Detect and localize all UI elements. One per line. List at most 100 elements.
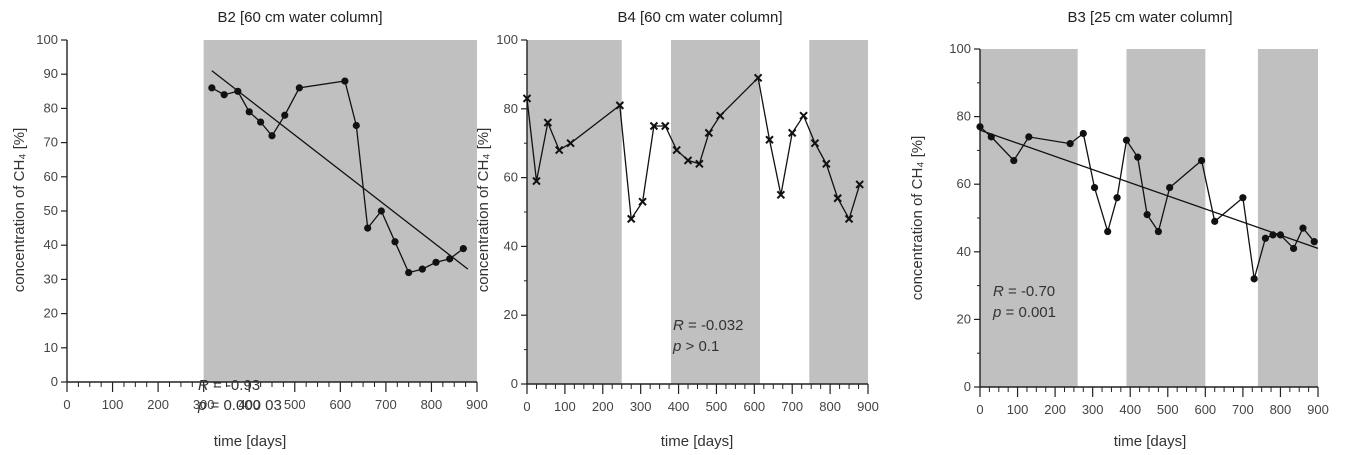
data-point-stroke (626, 214, 636, 224)
correlation-r-annotation: R = -0.032 (673, 317, 743, 334)
chart-panel-b4: B4 [60 cm water column] 0 20 40 60 80 100 0 100… (475, 9, 879, 450)
x-tick-label: 200 (1044, 402, 1066, 417)
trend-line (211, 70, 469, 270)
y-tick-label: 80 (504, 101, 518, 116)
data-point (1090, 183, 1099, 192)
data-point (234, 87, 242, 95)
data-point (1211, 217, 1219, 225)
chart-panel-b2: B2 [60 cm water column] 0 10 20 30 40 50 60 70 8… (11, 9, 488, 450)
x-tick-label: 600 (329, 397, 351, 412)
data-point-stroke (661, 121, 670, 131)
data-point (683, 156, 693, 165)
data-point-stroke (522, 94, 532, 103)
data-point (649, 121, 659, 131)
annotation-value: = -0.70 (1004, 283, 1055, 300)
data-point (391, 238, 399, 246)
data-point (245, 108, 253, 116)
x-tick-label: 900 (1307, 402, 1329, 417)
data-point-stroke (810, 138, 820, 148)
x-tick-label: 400 (668, 399, 690, 414)
data-point (833, 194, 842, 203)
annotation-value: = 0.001 (1001, 304, 1056, 321)
x-tick-label: 800 (1270, 402, 1292, 417)
annotation-value: = -0.032 (684, 317, 744, 334)
data-point (822, 159, 831, 169)
data-point (432, 258, 440, 266)
data-point (638, 197, 647, 206)
data-point (788, 128, 797, 138)
x-axis-label: time [days] (661, 433, 734, 450)
data-point (543, 118, 553, 127)
data-point (855, 180, 864, 189)
data-point-stroke (543, 118, 553, 127)
y-tick-label: 100 (949, 41, 971, 56)
data-point (352, 121, 360, 130)
correlation-r-annotation: R = -0.93 (198, 377, 260, 394)
data-point-stroke (566, 138, 575, 148)
data-point (987, 133, 995, 141)
data-point (1025, 133, 1033, 141)
data-point (776, 190, 786, 200)
x-tick-label: 500 (1157, 402, 1179, 417)
data-point (1250, 275, 1258, 283)
y-axis-label: concentration of CH₄ [%] (475, 128, 492, 293)
y-tick-label: 60 (504, 170, 518, 185)
x-tick-label: 800 (819, 399, 841, 414)
x-tick-label: 400 (238, 397, 260, 412)
data-point (1143, 211, 1151, 219)
data-point-stroke (776, 190, 786, 200)
data-point (446, 255, 454, 263)
data-point (522, 94, 532, 103)
data-point-stroke (683, 156, 693, 165)
y-tick-label: 50 (44, 203, 58, 218)
data-point (281, 111, 289, 119)
data-point (405, 268, 413, 277)
data-point (1134, 153, 1142, 161)
data-point (1010, 156, 1018, 165)
data-point-stroke (822, 159, 831, 169)
data-point (810, 138, 820, 148)
data-point (1261, 234, 1270, 242)
data-point (341, 77, 349, 85)
data-point-stroke (649, 121, 659, 131)
x-tick-label: 0 (63, 397, 70, 412)
shaded-period (980, 49, 1078, 387)
data-point-stroke (704, 128, 714, 138)
annotation-symbol: R (673, 317, 684, 334)
x-tick-label: 600 (1194, 402, 1216, 417)
data-point-stroke (765, 135, 774, 144)
y-tick-label: 100 (36, 32, 58, 47)
annotation-value: = 0.000 03 (206, 397, 281, 414)
y-tick-label: 40 (957, 244, 971, 259)
data-point (1122, 136, 1131, 144)
data-point (257, 118, 265, 126)
p-value-annotation: p = 0.001 (992, 304, 1056, 321)
annotation-symbol: p (992, 304, 1001, 321)
data-point-stroke (672, 145, 681, 155)
data-point (208, 84, 216, 92)
y-tick-label: 40 (44, 237, 58, 252)
x-tick-label: 100 (1007, 402, 1029, 417)
data-point (1310, 238, 1318, 246)
correlation-r-annotation: R = -0.70 (993, 283, 1055, 300)
y-tick-label: 0 (964, 379, 971, 394)
data-point-stroke (532, 176, 541, 186)
data-point-stroke (788, 128, 797, 138)
data-point (1066, 140, 1074, 148)
annotation-symbol: p (672, 338, 681, 355)
y-tick-label: 100 (496, 32, 518, 47)
y-tick-label: 0 (51, 374, 58, 389)
chart-title: B4 [60 cm water column] (617, 9, 782, 26)
data-point (615, 101, 625, 110)
x-tick-label: 300 (193, 397, 215, 412)
x-tick-label: 700 (781, 399, 803, 414)
shaded-period (527, 40, 622, 384)
trend-line (979, 129, 1319, 250)
x-tick-label: 0 (976, 402, 983, 417)
chart-title: B2 [60 cm water column] (217, 9, 382, 26)
x-tick-label: 200 (147, 397, 169, 412)
shaded-period (809, 40, 868, 384)
data-point-stroke (638, 197, 647, 206)
data-point (626, 214, 636, 224)
